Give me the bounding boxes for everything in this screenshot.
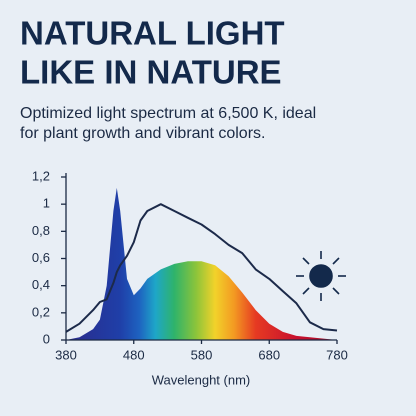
y-tick-label: 1: [43, 196, 50, 211]
y-tick-label: 0,8: [32, 223, 50, 238]
spectrum-area: [66, 187, 337, 340]
subtitle-line: for plant growth and vibrant colors.: [20, 125, 265, 142]
y-tick-label: 0: [43, 331, 50, 346]
x-tick-label: 580: [191, 347, 213, 362]
subtitle-line: Optimized light spectrum at 6,500 K, ide…: [20, 105, 316, 122]
x-tick-label: 680: [258, 347, 280, 362]
y-tick-label: 1,2: [32, 168, 50, 183]
sunlight-line: [65, 203, 338, 333]
y-tick-label: 0,4: [32, 277, 50, 292]
title-line: LIKE IN NATURE: [20, 54, 282, 91]
y-tick-label: 0,6: [32, 250, 50, 265]
x-axis-label: Wavelenght (nm): [152, 372, 251, 387]
title-line: NATURAL LIGHT: [20, 15, 285, 52]
x-tick-label: 380: [55, 347, 77, 362]
sun-icon: [296, 251, 346, 301]
y-tick-label: 0,2: [32, 304, 50, 319]
x-tick-label: 480: [123, 347, 145, 362]
x-tick-label: 780: [326, 347, 348, 362]
